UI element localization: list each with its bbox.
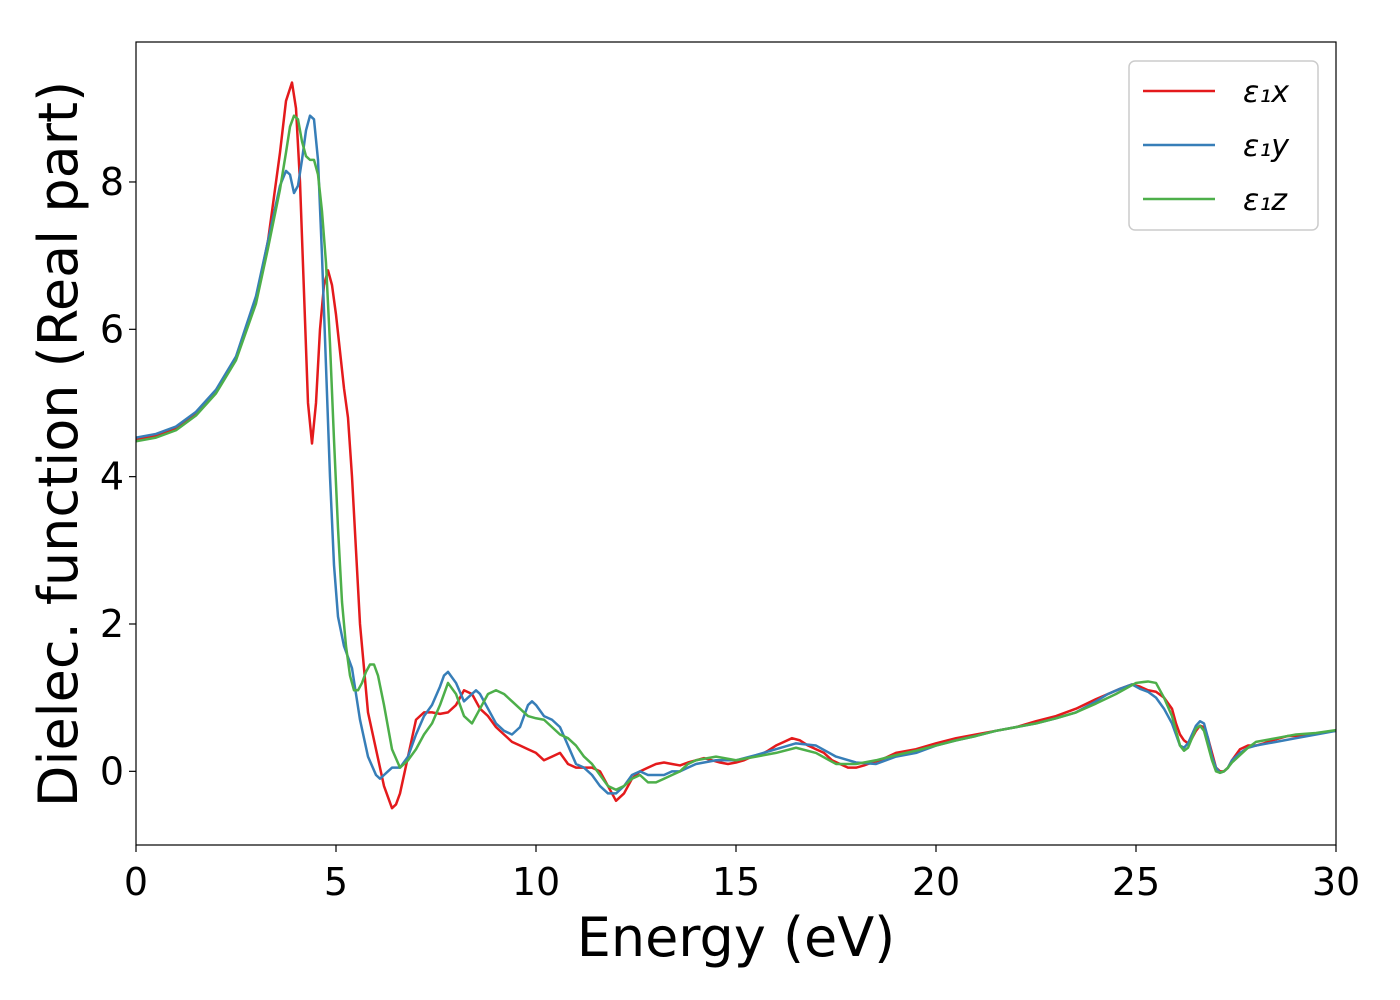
y-tick-label: 4 bbox=[100, 455, 124, 499]
x-tick-label: 20 bbox=[912, 860, 960, 904]
x-tick-label: 0 bbox=[124, 860, 148, 904]
y-tick-label: 6 bbox=[100, 307, 124, 351]
legend-label-0: ε₁x bbox=[1243, 75, 1289, 110]
series-line-2 bbox=[136, 114, 1336, 791]
y-axis-label: Dielec. function (Real part) bbox=[27, 81, 90, 807]
plot-area bbox=[136, 81, 1336, 810]
x-tick-label: 30 bbox=[1312, 860, 1360, 904]
x-tick-label: 25 bbox=[1112, 860, 1160, 904]
y-tick-label: 0 bbox=[100, 749, 124, 793]
legend: ε₁x ε₁y ε₁z bbox=[1128, 60, 1319, 231]
x-tick-label: 5 bbox=[324, 860, 348, 904]
legend-box bbox=[1128, 60, 1319, 231]
x-axis-label: Energy (eV) bbox=[577, 906, 896, 969]
axes: 0 5 10 15 20 25 30 0 2 4 6 8 bbox=[100, 41, 1360, 904]
legend-label-2: ε₁z bbox=[1243, 183, 1288, 218]
x-tick-label: 15 bbox=[712, 860, 760, 904]
x-tick-label: 10 bbox=[512, 860, 560, 904]
legend-label-1: ε₁y bbox=[1243, 129, 1290, 164]
y-tick-label: 2 bbox=[100, 602, 124, 646]
y-tick-label: 8 bbox=[100, 160, 124, 204]
